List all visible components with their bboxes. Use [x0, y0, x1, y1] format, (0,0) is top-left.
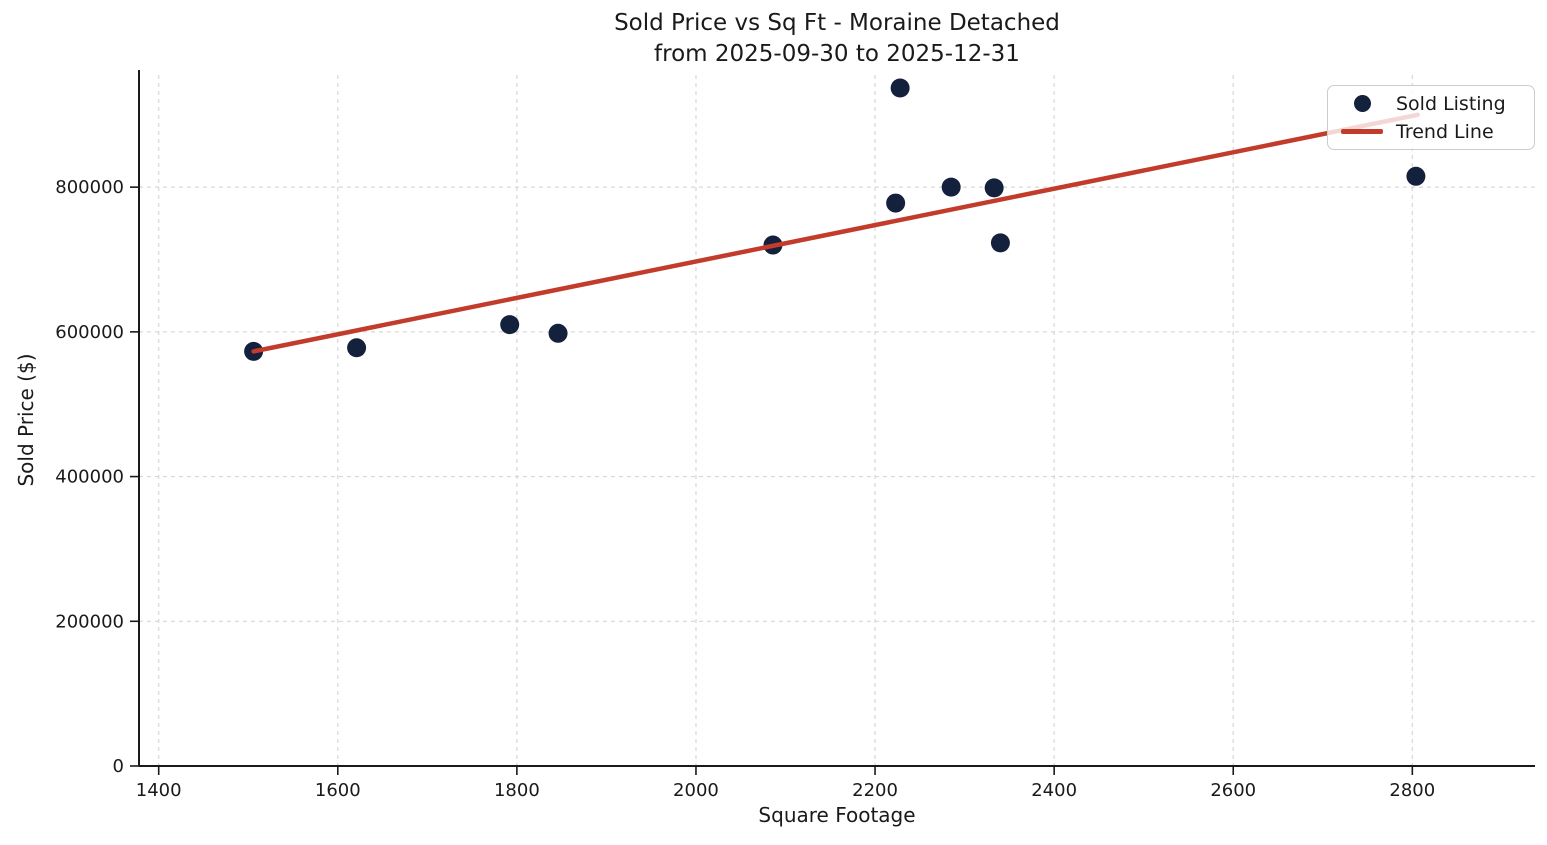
- legend-row-sold-listing: Sold Listing: [1336, 90, 1526, 117]
- y-tick-label: 800000: [55, 177, 124, 198]
- y-axis-label: Sold Price ($): [14, 353, 38, 487]
- x-tick-label: 1600: [315, 780, 361, 801]
- x-tick-label: 2400: [1031, 780, 1077, 801]
- scatter-point: [500, 315, 520, 335]
- x-tick-label: 1400: [136, 780, 182, 801]
- legend: Sold Listing Trend Line: [1327, 85, 1535, 150]
- y-tick-label: 0: [113, 756, 124, 777]
- scatter-point: [548, 323, 568, 343]
- scatter-point: [990, 233, 1010, 253]
- chart-subtitle: from 2025-09-30 to 2025-12-31: [654, 41, 1020, 67]
- trend-line-marker-icon: [1341, 129, 1383, 134]
- sold-listing-marker-icon: [1353, 95, 1371, 112]
- x-tick-label: 1800: [494, 780, 540, 801]
- legend-row-trend-line: Trend Line: [1336, 118, 1526, 145]
- legend-label-sold-listing: Sold Listing: [1396, 92, 1506, 115]
- x-tick-label: 2200: [852, 780, 898, 801]
- x-tick-label: 2600: [1210, 780, 1256, 801]
- scatter-point: [886, 193, 906, 213]
- scatter-point: [941, 177, 961, 197]
- x-tick-label: 2800: [1389, 780, 1435, 801]
- chart-title: Sold Price vs Sq Ft - Moraine Detached: [614, 10, 1060, 36]
- y-tick-label: 400000: [55, 467, 124, 488]
- scatter-point: [984, 178, 1004, 198]
- chart-title-block: Sold Price vs Sq Ft - Moraine Detached f…: [139, 8, 1535, 70]
- scatter-point: [347, 338, 367, 358]
- trend-line: [251, 112, 1420, 354]
- scatter-point: [890, 78, 910, 98]
- y-tick-label: 600000: [55, 322, 124, 343]
- y-tick-label: 200000: [55, 611, 124, 632]
- x-axis-label: Square Footage: [758, 803, 916, 827]
- legend-label-trend-line: Trend Line: [1396, 120, 1494, 143]
- x-tick-label: 2000: [673, 780, 719, 801]
- scatter-point: [1406, 166, 1426, 186]
